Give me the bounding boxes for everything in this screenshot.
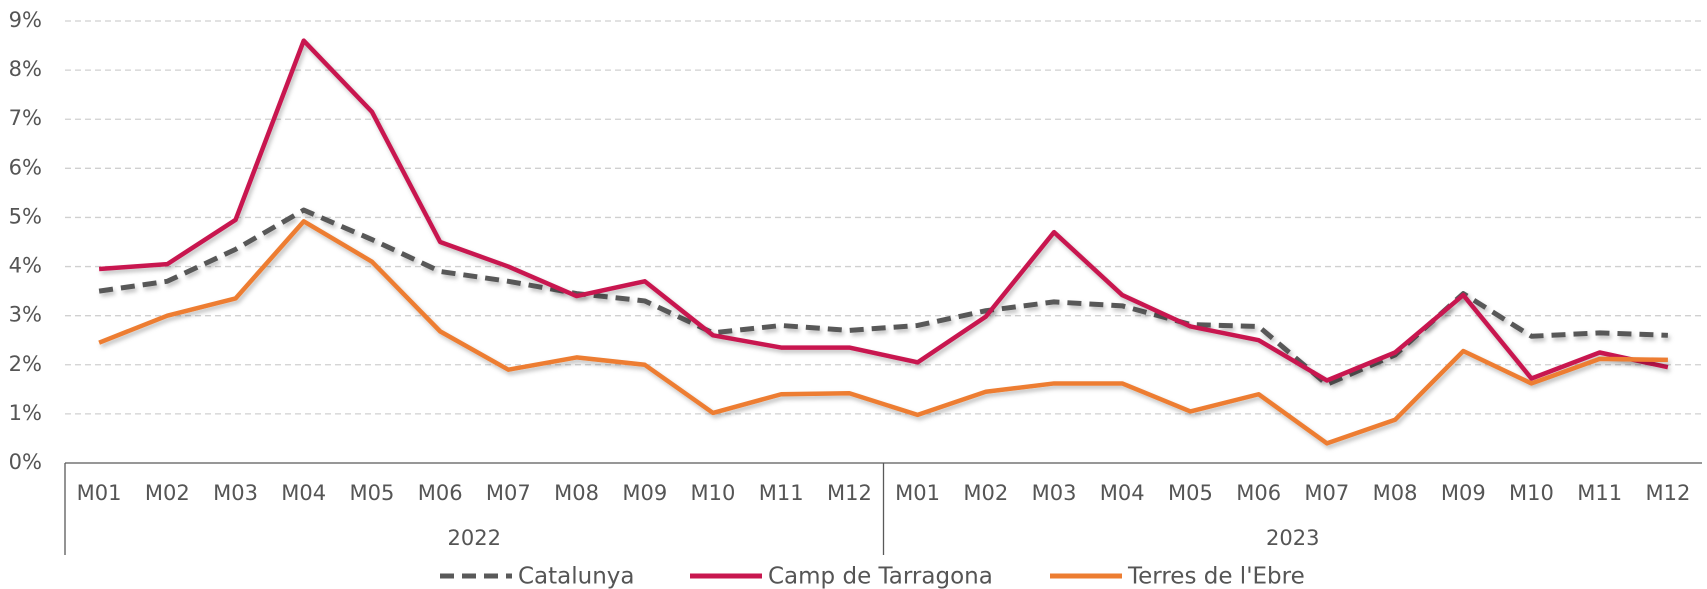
x-tick-label: M04	[281, 481, 326, 505]
x-tick-label: M11	[1577, 481, 1622, 505]
y-tick-label: 4%	[9, 254, 42, 278]
group-label: 2023	[1266, 526, 1319, 550]
x-tick-label: M09	[622, 481, 667, 505]
legend-label: Camp de Tarragona	[768, 564, 993, 589]
x-tick-label: M05	[1168, 481, 1213, 505]
y-tick-label: 1%	[9, 401, 42, 425]
series-line	[98, 219, 1668, 446]
x-tick-label: M12	[1645, 481, 1690, 505]
y-tick-label: 0%	[9, 450, 42, 474]
legend-label: Catalunya	[518, 564, 635, 589]
x-tick-label: M04	[1100, 481, 1145, 505]
x-tick-label: M07	[1304, 481, 1349, 505]
x-tick-label: M08	[554, 481, 599, 505]
x-tick-label: M01	[895, 481, 940, 505]
x-tick-label: M07	[486, 481, 531, 505]
x-tick-label: M10	[1509, 481, 1554, 505]
x-tick-label: M09	[1441, 481, 1486, 505]
y-tick-label: 8%	[9, 57, 42, 81]
x-tick-label: M05	[350, 481, 395, 505]
x-tick-label: M11	[759, 481, 804, 505]
y-tick-label: 2%	[9, 352, 42, 376]
x-tick-label: M12	[827, 481, 872, 505]
x-tick-label: M06	[418, 481, 463, 505]
x-tick-label: M10	[691, 481, 736, 505]
series-line	[98, 38, 1669, 383]
x-tick-label: M03	[213, 481, 258, 505]
y-tick-label: 9%	[9, 8, 42, 32]
y-tick-label: 7%	[9, 106, 42, 130]
y-tick-label: 3%	[9, 303, 42, 327]
y-tick-label: 5%	[9, 204, 42, 228]
x-tick-label: M08	[1373, 481, 1418, 505]
x-tick-label: M01	[77, 481, 122, 505]
group-label: 2022	[448, 526, 501, 550]
x-tick-label: M02	[145, 481, 190, 505]
x-tick-label: M06	[1236, 481, 1281, 505]
series-line	[98, 207, 1668, 387]
y-tick-label: 6%	[9, 155, 42, 179]
legend-label: Terres de l'Ebre	[1127, 564, 1305, 589]
x-tick-label: M02	[963, 481, 1008, 505]
x-tick-label: M03	[1032, 481, 1077, 505]
